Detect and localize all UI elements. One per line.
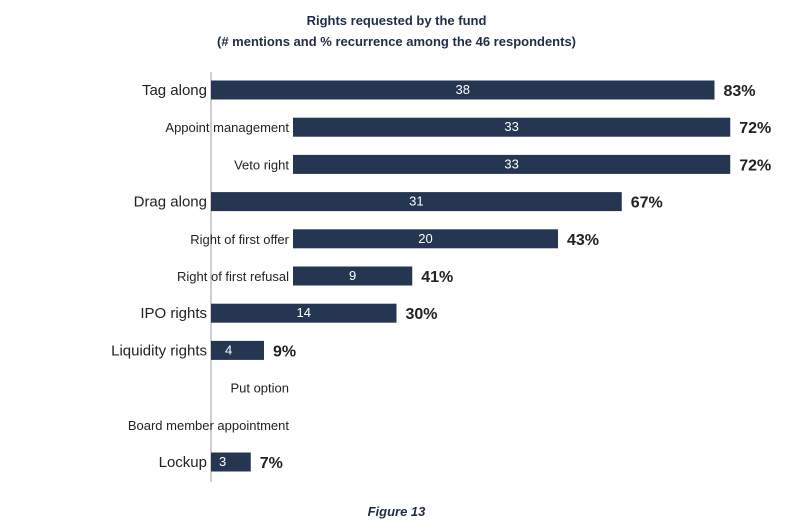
bar <box>211 80 715 100</box>
bar-percent-label: 72% <box>739 120 771 137</box>
category-label: Appoint management <box>165 120 289 135</box>
bar-value-label: 38 <box>456 82 470 97</box>
bar-value-label: 33 <box>504 156 518 171</box>
bar-value-label: 20 <box>418 231 432 246</box>
bar-percent-label: 67% <box>631 195 663 212</box>
bar-percent-label: 9% <box>273 343 296 360</box>
bar <box>211 303 397 323</box>
category-label: Veto right <box>234 157 289 172</box>
bar <box>211 340 264 360</box>
category-label: Put option <box>230 381 289 396</box>
bar-value-label: 3 <box>219 454 226 469</box>
category-label: Right of first refusal <box>177 269 289 284</box>
category-label: IPO rights <box>140 305 207 322</box>
category-label: Drag along <box>134 194 207 211</box>
category-label: Lockup <box>159 454 207 471</box>
bar-value-label: 33 <box>504 119 518 134</box>
chart-subtitle: (# mentions and % recurrence among the 4… <box>216 34 577 49</box>
figure-caption: Figure 13 <box>367 504 426 519</box>
bar <box>211 452 251 472</box>
category-label: Right of first offer <box>190 232 289 247</box>
bar-value-label: 14 <box>297 305 311 320</box>
bar-percent-label: 72% <box>739 157 771 174</box>
bar-value-label: 9 <box>349 268 356 283</box>
bar-percent-label: 41% <box>421 269 453 286</box>
bar-value-label: 31 <box>409 194 423 209</box>
bar-percent-label: 30% <box>406 306 438 323</box>
bar <box>211 192 622 212</box>
category-label: Tag along <box>142 82 207 99</box>
category-label: Board member appointment <box>128 418 290 433</box>
bar <box>293 266 413 286</box>
bar <box>293 229 558 249</box>
bar <box>293 154 731 174</box>
bar-value-label: 4 <box>225 342 232 357</box>
bar <box>293 117 731 137</box>
bar-percent-label: 7% <box>260 455 283 472</box>
category-label: Liquidity rights <box>111 342 207 359</box>
bar-percent-label: 43% <box>567 232 599 249</box>
chart-title: Rights requested by the fund <box>306 13 487 28</box>
bar-percent-label: 83% <box>724 83 756 100</box>
